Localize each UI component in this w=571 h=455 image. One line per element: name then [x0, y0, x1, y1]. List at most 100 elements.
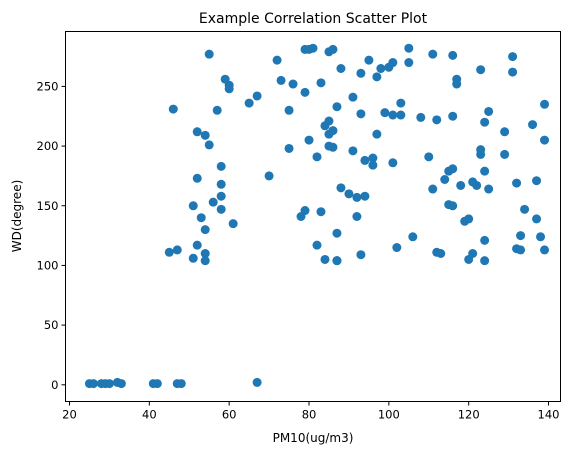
data-point — [536, 232, 546, 242]
data-point — [388, 58, 398, 68]
data-point — [456, 180, 466, 190]
data-point — [216, 179, 226, 189]
data-point — [284, 105, 294, 115]
data-point — [500, 127, 510, 137]
data-point — [436, 249, 446, 258]
x-tick-label: 100 — [378, 408, 400, 422]
data-point — [216, 161, 226, 171]
data-point — [328, 142, 338, 152]
data-point — [508, 52, 518, 62]
data-point — [480, 166, 490, 176]
data-point — [216, 191, 226, 201]
data-point — [396, 98, 406, 108]
data-point — [512, 178, 522, 188]
data-point — [440, 175, 450, 184]
x-tick-label: 80 — [302, 408, 317, 422]
data-point — [272, 55, 282, 65]
data-point — [452, 79, 462, 89]
data-point — [168, 104, 178, 114]
data-point — [264, 171, 274, 181]
data-point — [348, 92, 358, 102]
data-point — [448, 164, 458, 174]
data-point — [396, 110, 406, 120]
data-point — [332, 102, 342, 112]
data-point — [540, 245, 550, 255]
data-point — [404, 58, 414, 68]
data-point — [164, 247, 174, 257]
data-point — [520, 204, 530, 214]
data-point — [480, 117, 490, 127]
data-point — [500, 149, 510, 159]
data-point — [200, 256, 210, 266]
y-tick-label: 150 — [37, 199, 59, 213]
data-point — [372, 72, 382, 82]
data-point — [252, 91, 262, 101]
data-point — [228, 219, 238, 229]
data-point — [352, 212, 362, 221]
y-tick-label: 100 — [37, 258, 59, 272]
data-point — [324, 116, 334, 126]
data-point — [336, 183, 346, 193]
data-point — [360, 191, 370, 201]
data-point — [328, 126, 338, 136]
data-point — [276, 75, 286, 85]
x-tick-label: 40 — [142, 408, 157, 422]
data-point — [356, 250, 366, 260]
data-point — [300, 206, 310, 216]
chart-title: Example Correlation Scatter Plot — [199, 11, 428, 27]
data-point — [312, 240, 322, 250]
data-point — [208, 197, 218, 207]
data-point — [448, 111, 458, 121]
data-point — [532, 176, 542, 186]
data-point — [216, 204, 226, 214]
data-point — [176, 379, 186, 389]
x-tick-label: 140 — [538, 408, 560, 422]
data-point — [528, 120, 538, 130]
data-point — [348, 146, 358, 156]
data-point — [192, 127, 202, 137]
data-point — [424, 152, 434, 162]
data-point — [300, 87, 310, 97]
data-point — [320, 254, 330, 264]
plot-frame — [65, 31, 561, 402]
data-point — [356, 109, 366, 119]
data-point — [192, 240, 202, 250]
data-point — [404, 43, 414, 53]
data-point — [224, 80, 234, 90]
data-point — [364, 55, 374, 65]
data-point — [284, 143, 294, 153]
data-point — [476, 65, 486, 75]
data-point — [432, 115, 442, 125]
data-point — [376, 64, 386, 73]
data-point — [344, 189, 354, 199]
y-tick-label: 50 — [44, 318, 59, 332]
data-point — [472, 180, 482, 190]
data-point — [540, 135, 550, 145]
data-point — [428, 49, 438, 59]
data-point — [332, 256, 342, 266]
data-point — [540, 99, 550, 109]
data-point — [188, 253, 198, 263]
data-point — [116, 379, 126, 389]
data-point — [372, 129, 382, 139]
data-point — [328, 44, 338, 54]
data-point — [332, 228, 342, 238]
data-point — [448, 50, 458, 60]
data-point — [532, 214, 542, 224]
data-point — [392, 243, 402, 253]
data-point — [200, 130, 210, 140]
data-point — [416, 112, 426, 122]
data-point — [480, 256, 490, 266]
data-point — [352, 192, 362, 202]
data-point — [172, 245, 182, 255]
data-point — [468, 249, 478, 258]
data-point — [244, 98, 254, 108]
y-axis: 0 50 100 150 200 250 — [37, 79, 66, 392]
data-point — [368, 160, 378, 170]
data-point — [88, 379, 98, 389]
data-point — [388, 158, 398, 168]
data-point — [476, 145, 486, 155]
data-point — [388, 110, 398, 120]
data-point — [212, 105, 222, 115]
